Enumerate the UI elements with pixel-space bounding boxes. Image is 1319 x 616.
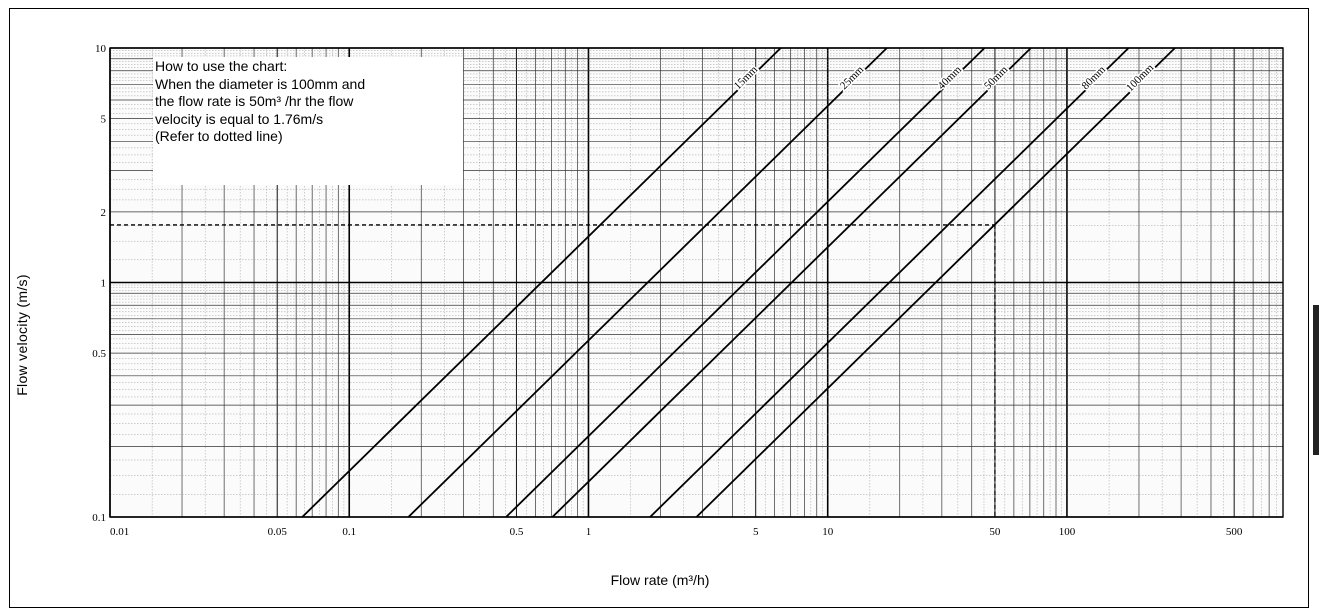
series-line-80mm: [649, 47, 1130, 518]
x-tick-label: 10: [822, 526, 834, 538]
x-tick-label: 5: [753, 526, 759, 538]
series-line-25mm: [407, 47, 888, 518]
edge-mark: [1313, 305, 1319, 455]
y-tick-label: 5: [101, 114, 107, 126]
x-tick-label: 1: [586, 526, 592, 538]
usage-note-line: When the diameter is 100mm and: [155, 75, 366, 92]
series-line-100mm: [695, 47, 1176, 518]
y-tick-label: 10: [95, 43, 107, 55]
usage-note-line: the flow rate is 50m³ /hr the flow: [155, 93, 354, 110]
usage-note: How to use the chart: When the diameter …: [153, 57, 463, 185]
y-tick-label: 0.1: [92, 512, 106, 524]
x-tick-label: 100: [1059, 526, 1076, 538]
x-tick-label: 0.5: [510, 526, 524, 538]
usage-note-line: velocity is equal to 1.76m/s: [155, 110, 324, 127]
usage-note-title: How to use the chart:: [155, 58, 288, 74]
y-tick-label: 1: [101, 278, 107, 290]
x-tick-label: 0.01: [110, 526, 129, 538]
y-axis-label: Flow velocity (m/s): [14, 274, 30, 396]
y-tick-label: 0.5: [92, 348, 106, 360]
x-tick-label: 0.1: [342, 526, 356, 538]
series-line-15mm: [301, 47, 782, 518]
y-tick-label: 2: [101, 207, 107, 219]
series-line-40mm: [505, 47, 986, 518]
reference-lines: [110, 224, 996, 517]
x-axis-label: Flow rate (m³/h): [610, 572, 710, 588]
x-tick-label: 500: [1226, 526, 1243, 538]
series-line-50mm: [551, 47, 1032, 518]
chart-labels: 0.01 0.05 0.1 0.5 1 5 10 50 100 500 0.1 0.5 1 2 5 10: [92, 43, 1243, 538]
x-tick-label: 50: [989, 526, 1001, 538]
x-tick-label: 0.05: [268, 526, 288, 538]
usage-note-line: (Refer to dotted line): [155, 128, 283, 145]
